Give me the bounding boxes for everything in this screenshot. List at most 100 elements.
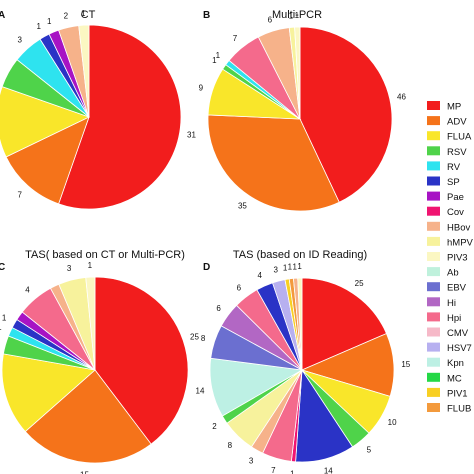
legend-label-flub: FLUB — [447, 404, 471, 415]
legend-swatch-rsv — [427, 146, 440, 156]
slice-value-label: 1 — [289, 11, 294, 20]
panel-c-letter: C — [0, 262, 5, 273]
legend-swatch-hpi — [427, 312, 440, 322]
slice-value-label: 3 — [17, 36, 22, 45]
slice-value-label: 15 — [80, 471, 89, 474]
slice-value-label: 25 — [355, 279, 364, 288]
slice-value-label: 7 — [233, 34, 238, 43]
panel-d-title: TAS (based on ID Reading) — [233, 249, 367, 261]
slice-value-label: 3 — [273, 265, 278, 274]
legend-label-mp: MP — [447, 102, 461, 113]
slice-value-label: 8 — [228, 441, 233, 450]
slice-value-label: 9 — [199, 83, 204, 92]
pie-slice-flua — [0, 86, 91, 158]
slice-value-label: 1 — [2, 314, 7, 323]
pie-slice-mp — [301, 277, 388, 371]
legend-label-cov: Cov — [447, 207, 464, 218]
pie-slice-adv — [5, 116, 90, 205]
legend-swatch-mp — [427, 101, 440, 110]
slice-value-label: 3 — [0, 63, 1, 72]
panel-b-title: Multi-PCR — [272, 9, 322, 21]
legend-swatch-flub — [427, 403, 440, 412]
legend-label-hpi: Hpi — [447, 313, 461, 324]
pie-slice-piv3 — [85, 276, 96, 371]
legend-swatch-cmv — [427, 327, 440, 337]
legend-swatch-hbov — [427, 221, 440, 231]
slice-value-label: 1 — [81, 9, 86, 18]
legend-label-hmpv: hMPV — [447, 237, 474, 248]
legend-swatch-hi — [427, 297, 440, 307]
legend-swatch-piv3 — [427, 252, 440, 261]
legend-label-ebv: EBV — [447, 283, 467, 294]
pie-slice-adv — [24, 369, 152, 464]
slice-value-label: 4 — [257, 271, 262, 280]
pie-chart-ct: 317331121 — [0, 9, 196, 210]
slice-value-label: 1 — [0, 323, 2, 332]
slice-value-label: 1 — [288, 263, 293, 272]
panel-a-letter: A — [0, 10, 5, 21]
slice-value-label: 1 — [47, 17, 52, 26]
slice-value-label: 1 — [212, 56, 217, 65]
slice-value-label: 35 — [238, 202, 247, 211]
slice-value-label: 10 — [388, 418, 397, 427]
legend-label-mc: MC — [447, 373, 462, 384]
slice-value-label: 1 — [216, 51, 221, 60]
legend-swatch-pae — [427, 191, 440, 201]
legend-label-ab: Ab — [447, 268, 459, 279]
legend-label-piv3: PIV3 — [447, 253, 468, 264]
legend-label-flua: FLUA — [447, 132, 472, 143]
legend-swatch-ab — [427, 267, 440, 277]
slice-value-label: 6 — [237, 283, 242, 292]
slice-value-label: 6 — [268, 16, 273, 25]
slice-value-label: 3 — [67, 264, 72, 273]
slice-value-label: 1 — [295, 11, 300, 20]
slice-value-label: 2 — [64, 12, 69, 21]
panel-c-title: TAS( based on CT or Multi-PCR) — [25, 249, 185, 261]
legend-swatch-rv — [427, 161, 440, 171]
slice-value-label: 3 — [249, 457, 254, 466]
slice-value-label: 5 — [367, 446, 372, 455]
slice-value-label: 7 — [17, 191, 22, 200]
slice-value-label: 1 — [36, 22, 41, 31]
pie-chart-tas-ct-multi-pcr: 251511431 — [0, 261, 199, 474]
slice-value-label: 6 — [216, 304, 221, 313]
slice-value-label: 46 — [397, 92, 406, 101]
slice-value-label: 1 — [283, 263, 288, 272]
legend-swatch-kpn — [427, 357, 440, 367]
pie-slice-piv3 — [78, 24, 90, 118]
slice-value-label: 15 — [401, 360, 410, 369]
pie-slice-mp — [94, 276, 189, 445]
legend-label-piv1: PIV1 — [447, 388, 468, 399]
slice-value-label: 31 — [187, 130, 196, 139]
legend-swatch-sp — [427, 176, 440, 186]
panel-d-letter: D — [203, 262, 210, 273]
slice-value-label: 7 — [271, 466, 276, 474]
legend-swatch-hsv7 — [427, 342, 440, 352]
pie-slice-flua — [1, 353, 96, 433]
legend-label-hsv7: HSV7 — [447, 343, 472, 354]
pie-slice-adv — [207, 114, 340, 212]
legend-label-sp: SP — [447, 177, 460, 188]
legend-swatch-ebv — [427, 282, 440, 292]
panel-a-title: CT — [81, 9, 96, 21]
slice-value-label: 1 — [292, 262, 297, 271]
slice-value-label: 14 — [196, 386, 205, 395]
legend-swatch-hmpv — [427, 236, 440, 246]
legend-label-cmv: CMV — [447, 328, 469, 339]
panel-b-letter: B — [203, 10, 210, 21]
legend-swatch-cov — [427, 206, 440, 216]
legend-label-hi: Hi — [447, 298, 456, 309]
legend-label-rv: RV — [447, 162, 461, 173]
slice-value-label: 14 — [324, 467, 333, 474]
pie-slice-mp — [299, 26, 393, 203]
pie-slice-adv — [300, 333, 395, 397]
slice-value-label: 25 — [190, 333, 199, 342]
legend: MP ADV FLUA RSV RV SP Pae Cov HBov hMPV PIV3 Ab EBV H… — [427, 101, 474, 415]
slice-value-label: 2 — [212, 422, 217, 431]
slice-value-label: 1 — [88, 261, 93, 270]
legend-swatch-flua — [427, 131, 440, 141]
slice-value-label: 8 — [201, 334, 206, 343]
legend-swatch-adv — [427, 116, 440, 126]
